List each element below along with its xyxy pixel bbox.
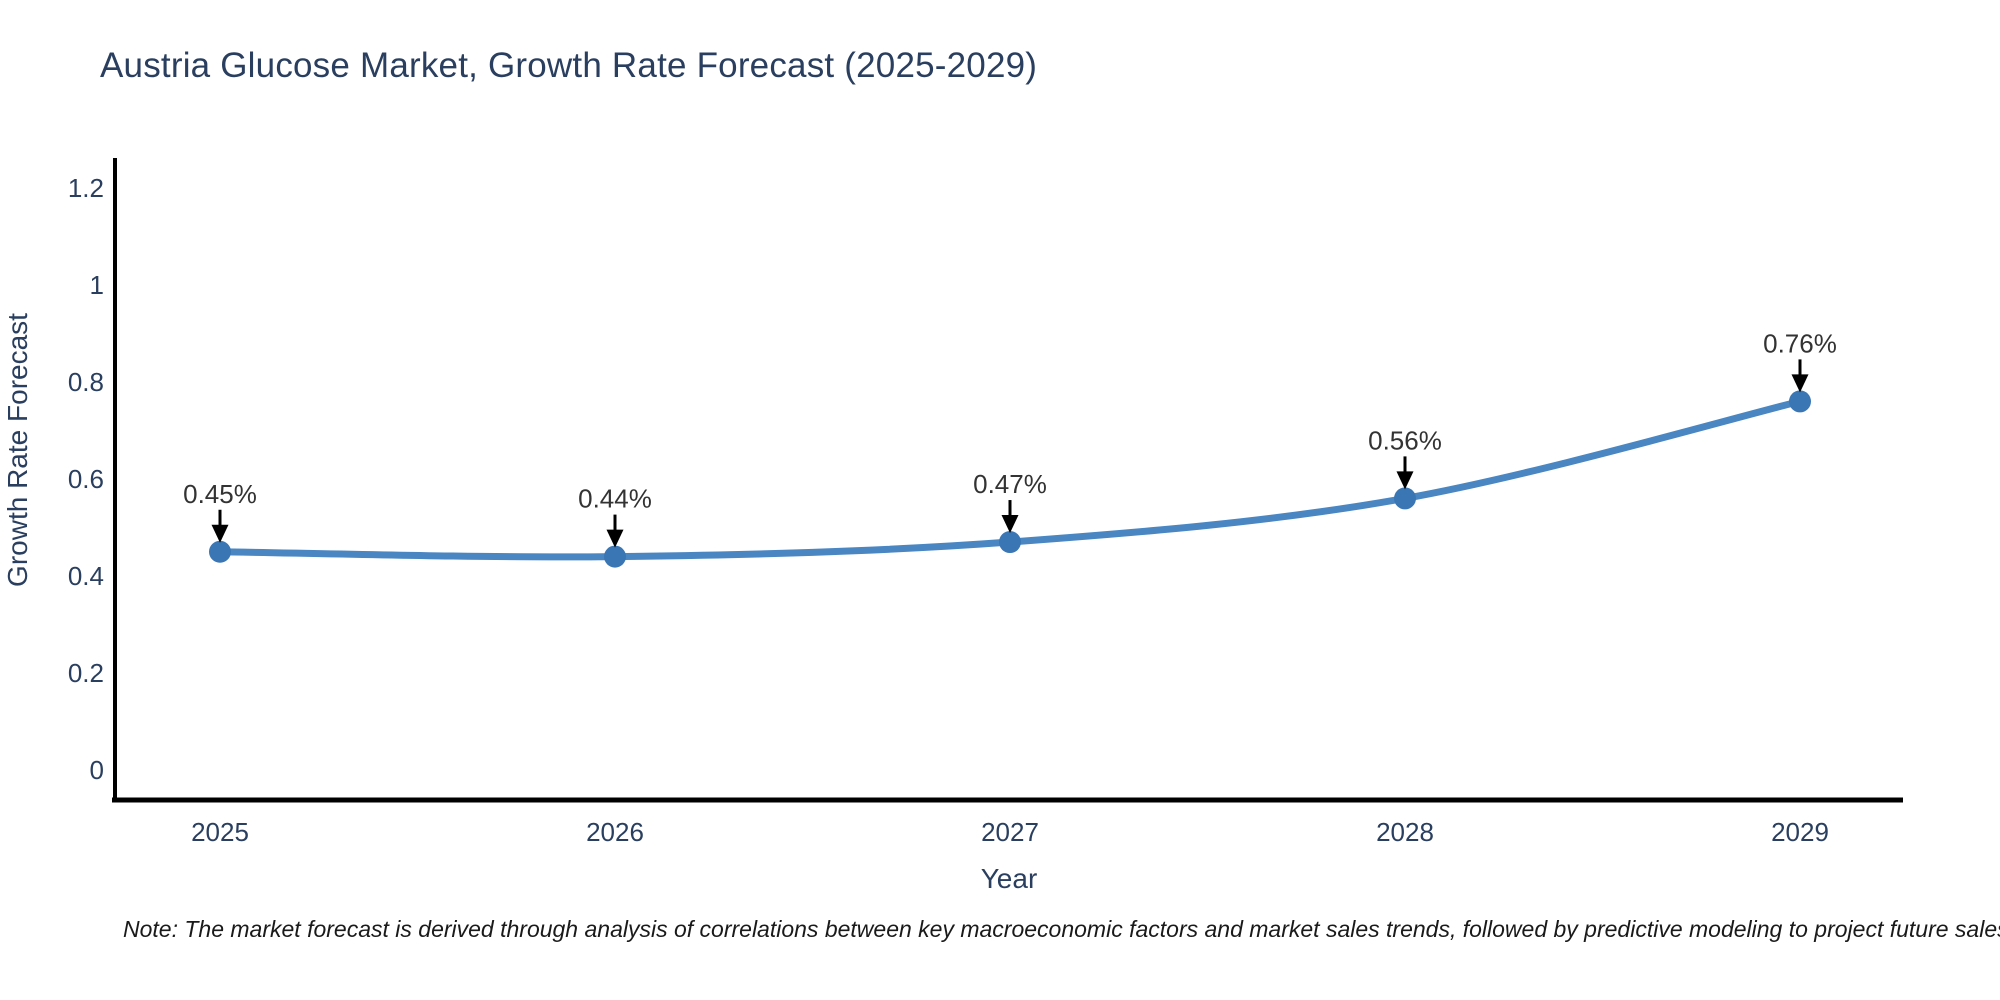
annotation-arrow-head xyxy=(1396,471,1414,490)
x-tick-label: 2026 xyxy=(586,817,644,847)
x-tick-label: 2025 xyxy=(191,817,249,847)
point-value-label: 0.56% xyxy=(1368,425,1442,455)
data-point-2029[interactable] xyxy=(1789,390,1811,413)
y-tick-label: 0.6 xyxy=(68,464,104,494)
footnote: Note: The market forecast is derived thr… xyxy=(123,916,2000,942)
x-axis-title: Year xyxy=(981,863,1038,894)
y-tick-label: 0.4 xyxy=(68,561,104,591)
x-tick-label: 2028 xyxy=(1376,817,1434,847)
data-point-2025[interactable] xyxy=(209,540,231,563)
annotation-arrow-head xyxy=(606,529,624,548)
y-tick-label: 0.2 xyxy=(68,658,104,688)
chart-title: Austria Glucose Market, Growth Rate Fore… xyxy=(100,46,1038,85)
annotation-arrow-head xyxy=(211,524,229,543)
data-point-2028[interactable] xyxy=(1394,487,1416,510)
point-value-label: 0.47% xyxy=(973,469,1047,499)
annotation-arrow-head xyxy=(1001,515,1019,534)
annotation-arrow-head xyxy=(1791,374,1809,393)
point-value-label: 0.45% xyxy=(183,479,257,509)
y-tick-label: 1 xyxy=(90,270,104,300)
data-point-2027[interactable] xyxy=(999,531,1021,554)
y-tick-label: 0.8 xyxy=(68,367,104,397)
y-tick-label: 1.2 xyxy=(68,173,104,203)
y-tick-label: 0 xyxy=(90,755,104,785)
x-tick-label: 2027 xyxy=(981,817,1039,847)
x-tick-label: 2029 xyxy=(1771,817,1829,847)
y-axis-title: Growth Rate Forecast xyxy=(2,313,33,587)
point-value-label: 0.76% xyxy=(1763,328,1837,358)
chart-plot-area: 0 0.2 0.4 0.6 0.8 1 1.2 2025 2026 2027 2028 2029 0.4… xyxy=(68,158,1903,847)
data-point-2026[interactable] xyxy=(604,545,626,568)
point-value-label: 0.44% xyxy=(578,484,652,514)
